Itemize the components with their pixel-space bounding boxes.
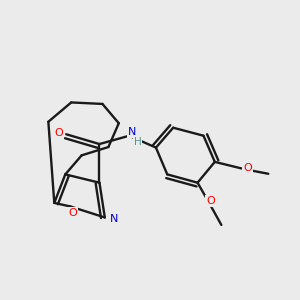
Text: O: O: [243, 163, 252, 173]
Text: N: N: [110, 214, 118, 224]
Text: O: O: [54, 128, 63, 138]
Text: O: O: [68, 208, 77, 218]
Text: N: N: [128, 127, 136, 137]
Text: H: H: [134, 137, 141, 147]
Text: O: O: [206, 196, 215, 206]
